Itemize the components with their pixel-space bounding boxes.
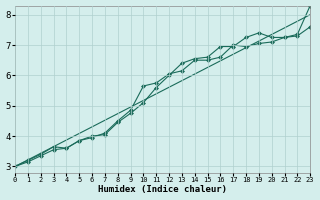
X-axis label: Humidex (Indice chaleur): Humidex (Indice chaleur) bbox=[98, 185, 227, 194]
